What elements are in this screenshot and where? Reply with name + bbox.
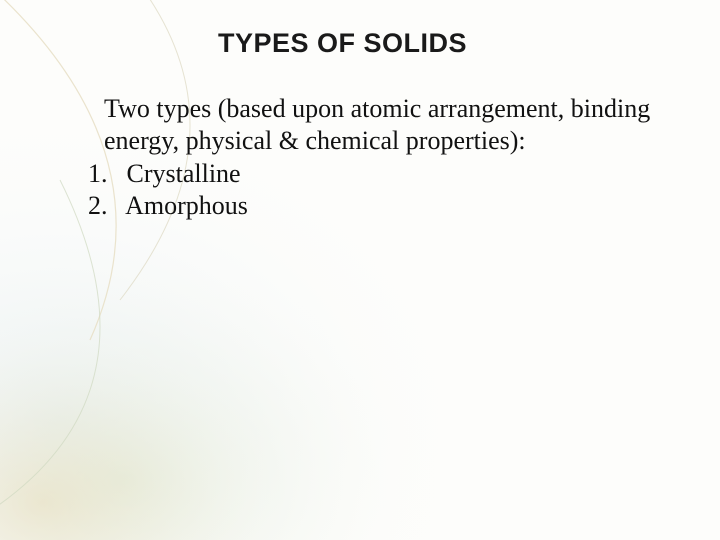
slide-title: TYPES OF SOLIDS — [218, 28, 672, 59]
list-number: 1. — [88, 158, 120, 190]
list-label: Crystalline — [120, 159, 241, 188]
list-label: Amorphous — [120, 191, 248, 220]
slide-body: Two types (based upon atomic arrangement… — [88, 93, 672, 222]
list-item: 1. Crystalline — [88, 158, 672, 190]
slide: TYPES OF SOLIDS Two types (based upon at… — [0, 0, 720, 540]
list-item: 2. Amorphous — [88, 190, 672, 222]
list-number: 2. — [88, 190, 120, 222]
types-list: 1. Crystalline 2. Amorphous — [88, 158, 672, 221]
intro-text: Two types (based upon atomic arrangement… — [104, 93, 672, 156]
